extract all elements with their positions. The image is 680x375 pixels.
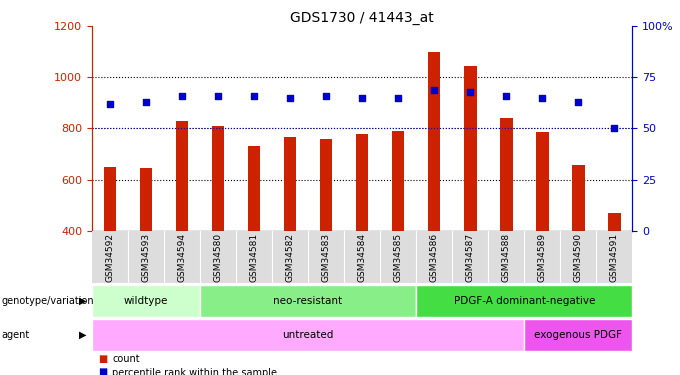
Bar [608,213,621,231]
Point [392,95,403,101]
Bar [175,121,188,231]
Point [356,95,367,101]
Bar [139,168,152,231]
Point [500,93,511,99]
Text: GSM34588: GSM34588 [502,233,511,282]
Bar [464,66,477,231]
Point [320,93,331,99]
Point [609,125,619,132]
Text: GSM34580: GSM34580 [214,233,222,282]
Text: GSM34594: GSM34594 [177,233,186,282]
Point [141,99,152,105]
Text: GSM34591: GSM34591 [610,233,619,282]
Text: agent: agent [1,330,30,340]
Text: wildtype: wildtype [124,296,168,306]
Text: GSM34587: GSM34587 [466,233,475,282]
Text: untreated: untreated [282,330,334,340]
Text: genotype/variation: genotype/variation [1,296,94,306]
Point [105,101,116,107]
Text: GSM34589: GSM34589 [538,233,547,282]
Text: GSM34584: GSM34584 [358,233,367,282]
Text: GSM34590: GSM34590 [574,233,583,282]
Bar [416,285,632,317]
Point [248,93,259,99]
Text: GSM34585: GSM34585 [394,233,403,282]
Point [428,87,439,93]
Bar [428,52,441,231]
Text: neo-resistant: neo-resistant [273,296,343,306]
Text: GSM34583: GSM34583 [322,233,330,282]
Text: GSM34581: GSM34581 [250,233,258,282]
Bar [524,319,632,351]
Text: GSM34593: GSM34593 [141,233,150,282]
Point [212,93,223,99]
Point [537,95,547,101]
Text: ▶: ▶ [79,296,87,306]
Title: GDS1730 / 41443_at: GDS1730 / 41443_at [290,11,434,25]
Bar [103,167,116,231]
Bar [211,126,224,231]
Text: GSM34582: GSM34582 [286,233,294,282]
Bar [392,131,405,231]
Bar [320,139,333,231]
Bar [92,285,200,317]
Bar [248,146,260,231]
Text: ■: ■ [99,354,108,364]
Point [464,88,475,94]
Point [573,99,583,105]
Text: count: count [112,354,140,364]
Bar [572,165,585,231]
Bar [200,285,416,317]
Bar [92,319,524,351]
Text: GSM34592: GSM34592 [105,233,114,282]
Text: percentile rank within the sample: percentile rank within the sample [112,368,277,375]
Bar [356,134,369,231]
Text: GSM34586: GSM34586 [430,233,439,282]
Text: ■: ■ [99,368,108,375]
Text: ▶: ▶ [79,330,87,340]
Text: PDGF-A dominant-negative: PDGF-A dominant-negative [454,296,595,306]
Point [176,93,187,99]
Bar [284,137,296,231]
Bar [536,132,549,231]
Bar [500,118,513,231]
Point [284,95,295,101]
Text: exogenous PDGF: exogenous PDGF [534,330,622,340]
